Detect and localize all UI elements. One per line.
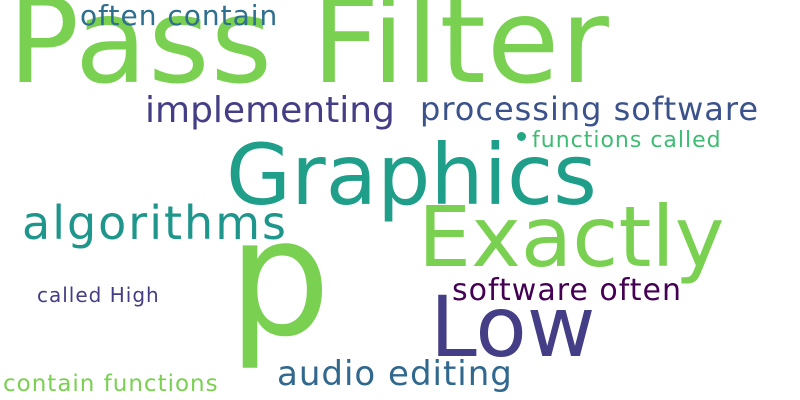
word-graphics: Graphics	[226, 126, 597, 224]
word-processing-software: processing software	[420, 90, 760, 128]
word-contain-functions: contain functions	[3, 371, 219, 397]
punctuation-dot	[517, 132, 526, 141]
word-low: Low	[430, 278, 596, 376]
word-functions-called: functions called	[532, 128, 722, 153]
word-audio-editing: audio editing	[277, 354, 513, 394]
word-called-high: called High	[37, 283, 160, 307]
word-algorithms: algorithms	[22, 196, 288, 250]
word-often-contain: often contain	[80, 0, 279, 32]
word-p: p	[228, 185, 331, 373]
word-software-often: software often	[452, 273, 682, 308]
word-pass-filter: Pass Filter	[8, 0, 610, 110]
word-implementing: implementing	[145, 90, 395, 131]
word-exactly: Exactly	[418, 188, 725, 286]
